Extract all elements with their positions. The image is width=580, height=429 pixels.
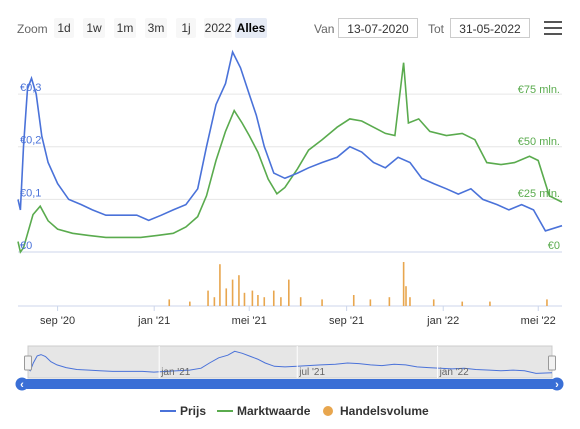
scroll-right-arrow-icon-glyph: › — [555, 379, 559, 391]
range-selector: Zoom 1d 1w 1m 3m 1j 2022 Alles Van 13-07… — [0, 0, 580, 54]
volume-bar — [288, 279, 290, 306]
volume-bar — [352, 295, 355, 306]
x-tick-label: mei '21 — [232, 315, 267, 327]
scroll-left-arrow-icon-glyph: ‹ — [20, 379, 24, 391]
y-right-tick-label: €75 mln. — [518, 84, 560, 96]
navigator-series-line — [27, 350, 553, 374]
volume-bar — [461, 301, 464, 306]
zoom-1w-button[interactable]: 1w — [83, 18, 105, 38]
y-left-tick-label: €0 — [20, 240, 32, 252]
volume-bar — [432, 299, 435, 306]
y-axis-right-labels: €0 €25 mln. €50 mln. €75 mln. — [518, 84, 560, 252]
navigator-tick-label: jan '22 — [439, 367, 470, 378]
volume-bar — [189, 301, 191, 306]
y-right-tick-label: €50 mln. — [518, 136, 560, 148]
legend-market-cap-label: Marktwaarde — [237, 404, 311, 418]
zoom-2022-button[interactable]: 2022 — [204, 18, 232, 38]
zoom-1d-button[interactable]: 1d — [54, 18, 74, 38]
legend-volume-dot-icon — [323, 406, 333, 416]
legend-price-line-icon — [160, 410, 176, 412]
legend: Prijs Marktwaarde Handelsvolume — [0, 402, 580, 422]
volume-bar — [489, 301, 491, 306]
volume-bar — [168, 299, 171, 306]
legend-volume-label: Handelsvolume — [340, 404, 429, 418]
volume-bar — [238, 275, 240, 306]
zoom-label: Zoom — [17, 22, 48, 36]
chart-area: €0 €0,1 €0,2 €0,3 €0 €25 mln. €50 mln. €75 mln… — [15, 49, 564, 391]
volume-bar — [402, 262, 405, 306]
price-line — [17, 49, 563, 232]
to-label: Tot — [428, 22, 445, 36]
to-date-input[interactable]: 31-05-2022 — [450, 18, 530, 38]
zoom-1m-button[interactable]: 1m — [114, 18, 136, 38]
volume-bar — [321, 299, 323, 306]
legend-price-label: Prijs — [180, 404, 207, 418]
navigator-scrollbar[interactable] — [22, 379, 558, 389]
zoom-all-button[interactable]: Alles — [235, 18, 267, 38]
y-left-tick-label: €0,3 — [20, 82, 41, 94]
legend-market-cap-line-icon — [217, 410, 233, 412]
volume-bar — [225, 288, 228, 306]
navigator-tick-label: jul '21 — [298, 367, 325, 378]
x-tick-label: sep '21 — [329, 315, 364, 327]
volume-bars — [168, 262, 548, 306]
volume-bar — [243, 292, 246, 306]
x-tick-label: jan '22 — [426, 315, 459, 327]
from-label: Van — [314, 22, 335, 36]
legend-item-market-cap[interactable]: Marktwaarde — [217, 402, 311, 420]
x-tick-label: sep '20 — [40, 315, 75, 327]
navigator-left-handle[interactable] — [24, 355, 32, 371]
navigator-window — [27, 345, 553, 379]
x-tick-label: jan '21 — [137, 315, 170, 327]
volume-bar — [280, 297, 282, 306]
volume-bar — [405, 286, 407, 306]
y-left-tick-label: €0,1 — [20, 187, 41, 199]
hamburger-menu-icon[interactable] — [544, 21, 562, 35]
series-lines — [17, 49, 563, 254]
y-right-tick-label: €25 mln. — [518, 188, 560, 200]
volume-bar — [299, 297, 302, 306]
volume-bar — [219, 264, 221, 306]
legend-item-price[interactable]: Prijs — [160, 402, 210, 420]
scroll-right-arrow-icon[interactable] — [550, 377, 564, 391]
grid-lines — [18, 93, 562, 307]
y-axis-left-labels: €0 €0,1 €0,2 €0,3 — [20, 82, 41, 252]
volume-bar — [272, 290, 275, 306]
volume-bar — [409, 297, 411, 306]
y-right-tick-label: €0 — [548, 240, 560, 252]
navigator: jan '21 jul '21 jan '22 ‹ › — [15, 345, 564, 391]
y-left-tick-label: €0,2 — [20, 135, 41, 147]
volume-bar — [369, 299, 372, 306]
volume-bar — [263, 297, 266, 306]
volume-bar — [213, 297, 216, 306]
volume-bar — [257, 295, 259, 306]
x-tick-label: mei '22 — [521, 315, 556, 327]
navigator-tick-label: jan '21 — [160, 367, 191, 378]
market-cap-line — [17, 62, 563, 254]
legend-item-volume[interactable]: Handelsvolume — [320, 402, 429, 420]
volume-bar — [207, 290, 209, 306]
volume-bar — [251, 290, 254, 306]
volume-bar — [231, 279, 234, 306]
scroll-left-arrow-icon[interactable] — [15, 377, 29, 391]
zoom-3m-button[interactable]: 3m — [145, 18, 167, 38]
x-axis-labels: sep '20 jan '21 mei '21 sep '21 jan '22 mei '… — [40, 306, 556, 327]
zoom-1j-button[interactable]: 1j — [176, 18, 196, 38]
from-date-input[interactable]: 13-07-2020 — [338, 18, 418, 38]
volume-bar — [546, 299, 548, 306]
navigator-right-handle[interactable] — [548, 355, 556, 371]
volume-bar — [388, 297, 391, 306]
